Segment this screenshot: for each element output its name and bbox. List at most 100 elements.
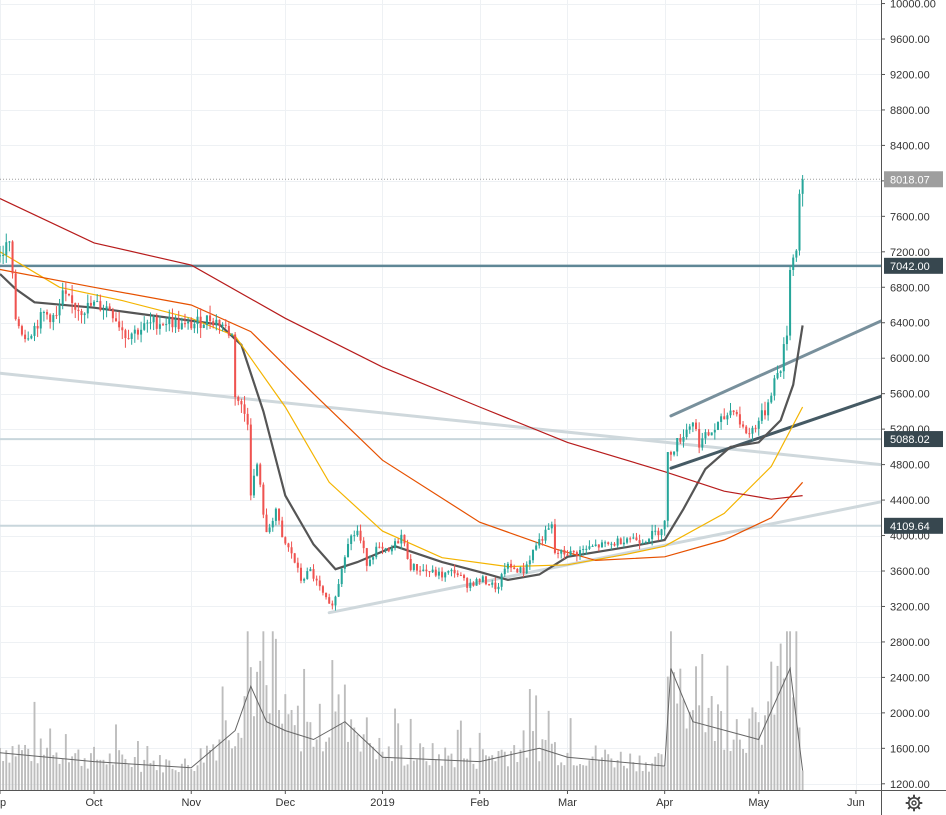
candlestick: [114, 312, 118, 322]
volume-bar: [773, 714, 776, 790]
candle-body: [406, 543, 409, 559]
candlestick: [488, 583, 491, 586]
candle-body: [691, 422, 694, 427]
candle-body: [510, 563, 513, 568]
volume-bar: [118, 750, 121, 790]
candlestick: [588, 540, 591, 551]
candle-body: [707, 432, 710, 436]
volume-bar: [96, 759, 99, 790]
candle-body: [453, 569, 456, 574]
candlestick: [679, 433, 682, 445]
candlestick: [676, 438, 679, 457]
volume-bar: [406, 764, 409, 790]
candlestick: [381, 542, 384, 555]
volume-bar: [49, 728, 52, 790]
volume-bar: [713, 741, 716, 790]
candle-body: [397, 541, 400, 544]
volume-bar: [187, 765, 190, 790]
candle-body: [541, 539, 544, 541]
volume-bar: [547, 710, 550, 790]
candlestick: [660, 528, 663, 541]
candle-body: [287, 543, 290, 548]
volume-bar: [801, 770, 804, 790]
candle-body: [444, 572, 447, 578]
price-badge: 4109.64: [884, 517, 943, 534]
moving-average-line: [0, 198, 803, 500]
volume-bar: [356, 734, 359, 790]
volume-bar: [616, 760, 619, 790]
candle-body: [785, 335, 788, 345]
candlestick: [215, 314, 218, 331]
volume-bar: [745, 752, 748, 790]
candle-body: [450, 569, 453, 572]
volume-bar: [318, 703, 321, 790]
candle-body: [582, 548, 585, 551]
candlestick: [644, 540, 647, 544]
volume-bar: [227, 740, 230, 790]
price-tick-label: 4800.00: [890, 460, 930, 472]
volume-bar: [738, 739, 741, 790]
candle-body: [801, 179, 804, 194]
volume-bar: [303, 668, 306, 790]
volume-bar: [17, 744, 20, 790]
candle-body: [591, 545, 594, 547]
candle-body: [682, 436, 685, 442]
candle-body: [481, 576, 484, 582]
volume-bar: [428, 765, 431, 790]
candle-body: [111, 309, 114, 319]
volume-bar: [767, 701, 770, 790]
volume-bar: [359, 751, 362, 790]
volume-bar: [89, 753, 92, 790]
candlestick: [622, 536, 625, 548]
candlestick: [61, 282, 64, 310]
candle-body: [174, 319, 177, 328]
candlestick: [397, 538, 400, 544]
candlestick: [441, 567, 444, 582]
candle-body: [412, 564, 415, 570]
price-tick-label: 9600.00: [890, 34, 930, 46]
candlestick: [516, 567, 519, 573]
candle-body: [2, 254, 5, 256]
candlestick: [666, 452, 669, 528]
candle-body: [61, 290, 64, 306]
candle-body: [299, 567, 302, 581]
settings-button[interactable]: [882, 790, 945, 815]
candlestick: [133, 325, 136, 343]
candlestick: [89, 295, 92, 307]
candle-body: [130, 333, 133, 339]
candle-body: [58, 305, 61, 316]
candle-body: [622, 542, 625, 545]
candle-body: [334, 596, 337, 606]
candlestick: [199, 308, 202, 338]
candle-body: [494, 582, 497, 590]
volume-bar: [447, 755, 450, 790]
candlestick: [745, 425, 748, 435]
candlestick: [205, 315, 208, 330]
volume-bar: [77, 749, 80, 790]
volume-bar: [83, 758, 86, 790]
candle-body: [321, 586, 324, 593]
volume-bar: [256, 671, 259, 790]
candlestick: [356, 525, 359, 537]
candle-body: [607, 542, 610, 544]
candlestick: [610, 541, 613, 550]
candlestick: [550, 521, 553, 534]
volume-bar: [648, 771, 650, 790]
volume-bar: [607, 754, 610, 790]
candlestick: [748, 427, 751, 438]
candle-body: [243, 404, 246, 414]
candle-body: [566, 554, 569, 556]
candle-body: [155, 316, 158, 329]
candle-body: [491, 582, 494, 585]
volume-bar: [751, 707, 754, 790]
volume-bar: [46, 747, 48, 790]
candlestick: [600, 539, 603, 548]
candle-body: [594, 544, 597, 546]
price-tick-label: 6000.00: [890, 353, 930, 365]
candle-body: [124, 330, 127, 339]
candle-body: [776, 373, 779, 379]
candle-body: [168, 317, 171, 325]
time-tick-label: May: [748, 797, 769, 809]
candlestick: [281, 516, 284, 538]
